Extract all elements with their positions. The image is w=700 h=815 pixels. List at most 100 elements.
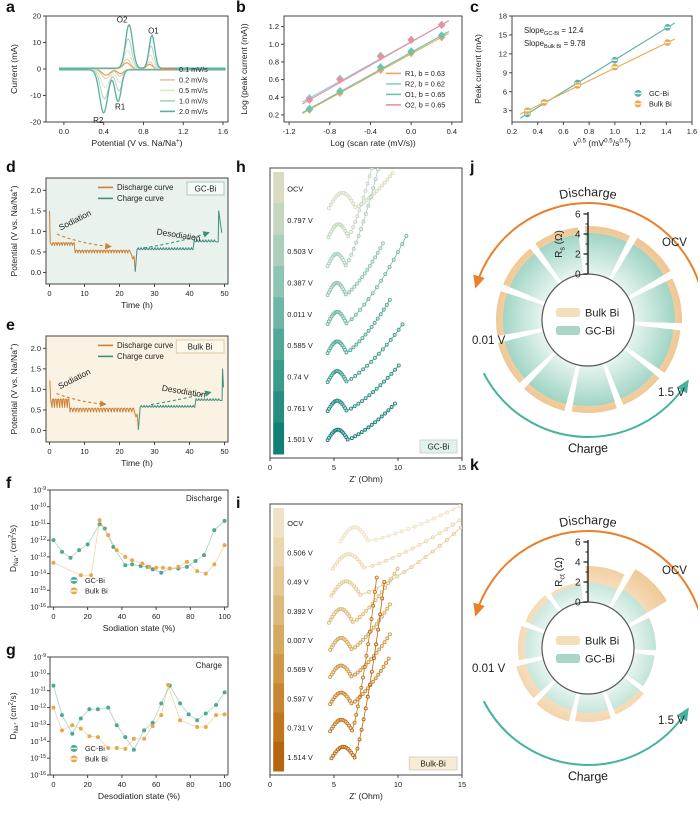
svg-text:6: 6 [503,87,507,96]
svg-text:10-16: 10-16 [30,771,46,780]
svg-text:6: 6 [575,537,581,548]
svg-text:2: 2 [575,577,581,588]
svg-text:0.1 mV/s: 0.1 mV/s [179,65,208,74]
svg-text:10: 10 [80,447,88,456]
svg-text:0.4: 0.4 [98,127,108,136]
svg-text:Discharge: Discharge [558,185,618,202]
panel-label-b: b [236,0,246,16]
svg-text:0.5: 0.5 [31,248,41,257]
svg-text:0: 0 [51,780,55,789]
svg-text:10-10: 10-10 [30,669,46,678]
svg-text:0: 0 [37,65,41,74]
svg-text:Potential (V vs. Na/Na+): Potential (V vs. Na/Na+) [9,343,19,434]
svg-text:0.503 V: 0.503 V [287,247,313,256]
panel-c-slope: c 0.2 0.4 0.6 0.8 1.0 1.2 1.4 1.6 3 6 9 12 15 18 v0.5 … [470,0,698,160]
svg-text:OCV: OCV [662,237,687,249]
svg-text:-1.2: -1.2 [283,127,296,136]
svg-text:10-15: 10-15 [30,754,46,763]
svg-text:0.8: 0.8 [269,58,279,67]
svg-text:0.007 V: 0.007 V [287,636,313,645]
svg-text:40: 40 [118,612,126,621]
svg-text:10-9: 10-9 [33,486,46,495]
svg-text:Rs (Ω): Rs (Ω) [554,230,567,258]
svg-text:OCV: OCV [287,519,303,528]
svg-text:0.2 mV/s: 0.2 mV/s [179,76,208,85]
svg-text:1.0: 1.0 [269,40,279,49]
svg-text:15: 15 [458,463,466,472]
svg-text:R1, b = 0.63: R1, b = 0.63 [405,69,445,78]
svg-text:0.5 mV/s: 0.5 mV/s [179,86,208,95]
svg-text:0.387 V: 0.387 V [287,278,313,287]
svg-text:1.0: 1.0 [31,385,41,394]
svg-text:1.5: 1.5 [31,206,41,215]
svg-text:15: 15 [458,780,466,789]
gitt-bulkbi-chart: 0 10 20 30 40 50 0.0 0.5 1.0 1.5 2.0 Time (h) Potent… [9,335,229,468]
svg-text:GC-Bi: GC-Bi [85,744,105,753]
svg-text:1.0 mV/s: 1.0 mV/s [179,97,208,106]
svg-text:1.514 V: 1.514 V [287,753,313,762]
svg-text:3: 3 [503,106,507,115]
svg-text:0.0: 0.0 [31,426,41,435]
svg-text:OCV: OCV [287,184,303,193]
svg-text:0.01 V: 0.01 V [472,663,506,675]
svg-text:Time (h): Time (h) [121,300,153,310]
svg-text:10-13: 10-13 [30,720,46,729]
svg-text:10: 10 [394,463,402,472]
svg-text:0.569 V: 0.569 V [287,665,313,674]
svg-text:Discharge: Discharge [558,513,618,530]
svg-text:2.0: 2.0 [31,186,41,195]
svg-text:2.0: 2.0 [31,344,41,353]
svg-text:0.2: 0.2 [507,127,517,136]
panel-label-f: f [6,475,12,492]
panel-j-rs-radial: j 0 2 4 6 Rs (Ω) Discharge Charge OCV 0.01 V 1.5 … [470,159,698,460]
svg-text:R2: R2 [93,116,104,125]
svg-text:0: 0 [51,612,55,621]
svg-text:-0.4: -0.4 [364,127,377,136]
svg-text:Charge curve: Charge curve [117,194,164,203]
svg-text:10-13: 10-13 [30,552,46,561]
svg-text:-20: -20 [30,118,41,127]
svg-text:1.0: 1.0 [31,227,41,236]
panel-label-g: g [6,642,16,659]
svg-text:1.2: 1.2 [178,127,188,136]
rct-radial-chart: 0 2 4 6 Rct (Ω) Discharge Charge OCV 0.01 V 1.5 V… [472,513,698,784]
svg-text:0.01 V: 0.01 V [472,335,506,347]
svg-text:30: 30 [150,447,158,456]
diffusivity-discharge-chart: 0 20 40 60 80 100 Sodiation state (%) 10-16 10-1… [8,486,231,633]
svg-text:0.4: 0.4 [269,93,279,102]
svg-text:SlopeBulk Bi = 9.78: SlopeBulk Bi = 9.78 [524,39,585,50]
svg-text:0: 0 [268,463,272,472]
svg-text:R1: R1 [115,103,126,112]
diffusivity-charge-chart: 0 20 40 60 80 100 Desodiation state (%) 10-16 10… [8,653,231,801]
svg-text:2: 2 [575,249,581,260]
svg-text:DNa⁺ (cm2/s): DNa⁺ (cm2/s) [8,525,21,572]
panel-label-h: h [236,159,246,176]
panel-f-diffusivity-discharge: f 0 20 40 60 80 100 Sodiation state (%) 10-16 10… [6,475,233,643]
svg-text:0.392 V: 0.392 V [287,607,313,616]
svg-text:10-12: 10-12 [30,703,46,712]
svg-text:1.501 V: 1.501 V [287,435,313,444]
svg-text:GC-Bi: GC-Bi [85,576,105,585]
svg-text:0.797 V: 0.797 V [287,216,313,225]
svg-text:0.731 V: 0.731 V [287,724,313,733]
svg-text:40: 40 [118,780,126,789]
svg-text:0.0: 0.0 [31,268,41,277]
svg-text:Z' (Ohm): Z' (Ohm) [349,474,383,484]
svg-text:0.8: 0.8 [584,127,594,136]
svg-text:10-11: 10-11 [31,686,46,695]
svg-text:1.5 V: 1.5 V [658,715,685,727]
panel-b-bvalue: b -1.2 -0.8 -0.4 0.0 0.4 0.2 0.4 0.6 0.8 1.0 1.2 Lo… [236,0,466,160]
svg-text:0.585 V: 0.585 V [287,341,313,350]
panel-e-gitt-bulkbi: e 0 10 20 30 40 50 0.0 0.5 1.0 1.5 2.0 Time (h) Pote… [6,317,233,476]
panel-label-j: j [470,159,475,176]
svg-text:Bulk Bi: Bulk Bi [585,636,619,648]
svg-text:Discharge curve: Discharge curve [117,341,173,350]
svg-text:Log (peak current (mA)): Log (peak current (mA)) [239,23,249,114]
svg-text:Discharge: Discharge [186,494,223,503]
svg-text:0: 0 [268,780,272,789]
panel-label-c: c [470,0,479,16]
panel-label-d: d [6,159,16,176]
svg-text:10: 10 [33,38,41,47]
svg-text:80: 80 [186,612,194,621]
